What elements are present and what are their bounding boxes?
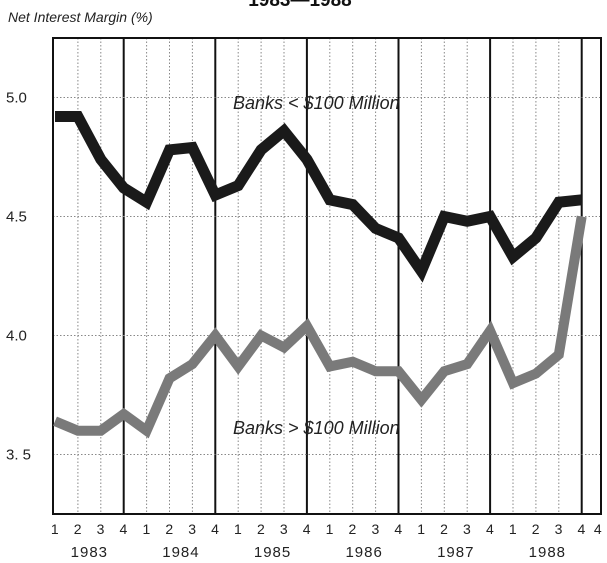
year-label: 1986 [345,544,382,561]
x-tick-label: 2 [165,521,173,537]
x-tick-label: 4 [394,521,402,537]
x-tick-label: 3 [280,521,288,537]
x-tick-label: 4 [303,521,311,537]
x-tick-label: 4 [486,521,494,537]
y-tick-label: 3. 5 [6,447,31,464]
x-tick-label: 4 [211,521,219,537]
x-tick-label: 3 [97,521,105,537]
x-tick-label: 2 [257,521,265,537]
x-tick-label: 1 [326,521,334,537]
x-tick-label: 1 [234,521,242,537]
x-tick-label: 3 [555,521,563,537]
x-tick-label: 4 [120,521,128,537]
year-label: 1987 [437,544,474,561]
y-tick-label: 5.0 [6,90,27,107]
year-labels: 1983 1984 1985 1986 1987 1988 [71,544,566,561]
grid [53,38,601,514]
year-label: 1984 [162,544,199,561]
year-label: 1985 [254,544,291,561]
chart-title: 1983—1988 [248,0,352,11]
x-tick-label: 2 [532,521,540,537]
x-tick-label: 2 [74,521,82,537]
series-line-large-banks [53,215,587,439]
y-tick-label: 4.0 [6,328,27,345]
x-tick-label: 1 [142,521,150,537]
x-tick-label: 1 [509,521,517,537]
y-tick-labels: 5.0 4.5 4.0 3. 5 [6,90,31,464]
x-tick-label: 4 [594,521,602,537]
x-tick-label: 2 [349,521,357,537]
y-axis-label: Net Interest Margin (%) [8,9,153,25]
year-label: 1988 [529,544,566,561]
x-tick-label: 3 [188,521,196,537]
x-tick-label: 3 [371,521,379,537]
x-tick-label: 2 [440,521,448,537]
year-label: 1983 [71,544,108,561]
annotation-large-banks: Banks > $100 Million [233,418,400,438]
x-tick-label: 1 [417,521,425,537]
plot-frame [52,37,602,515]
x-tick-label: 1 [51,521,59,537]
series-layer [53,111,587,439]
x-tick-label: 3 [463,521,471,537]
series-line-small-banks [55,111,583,283]
x-tick-label: 4 [578,521,586,537]
y-tick-label: 4.5 [6,209,27,226]
annotation-small-banks: Banks < $100 Million [233,93,400,113]
